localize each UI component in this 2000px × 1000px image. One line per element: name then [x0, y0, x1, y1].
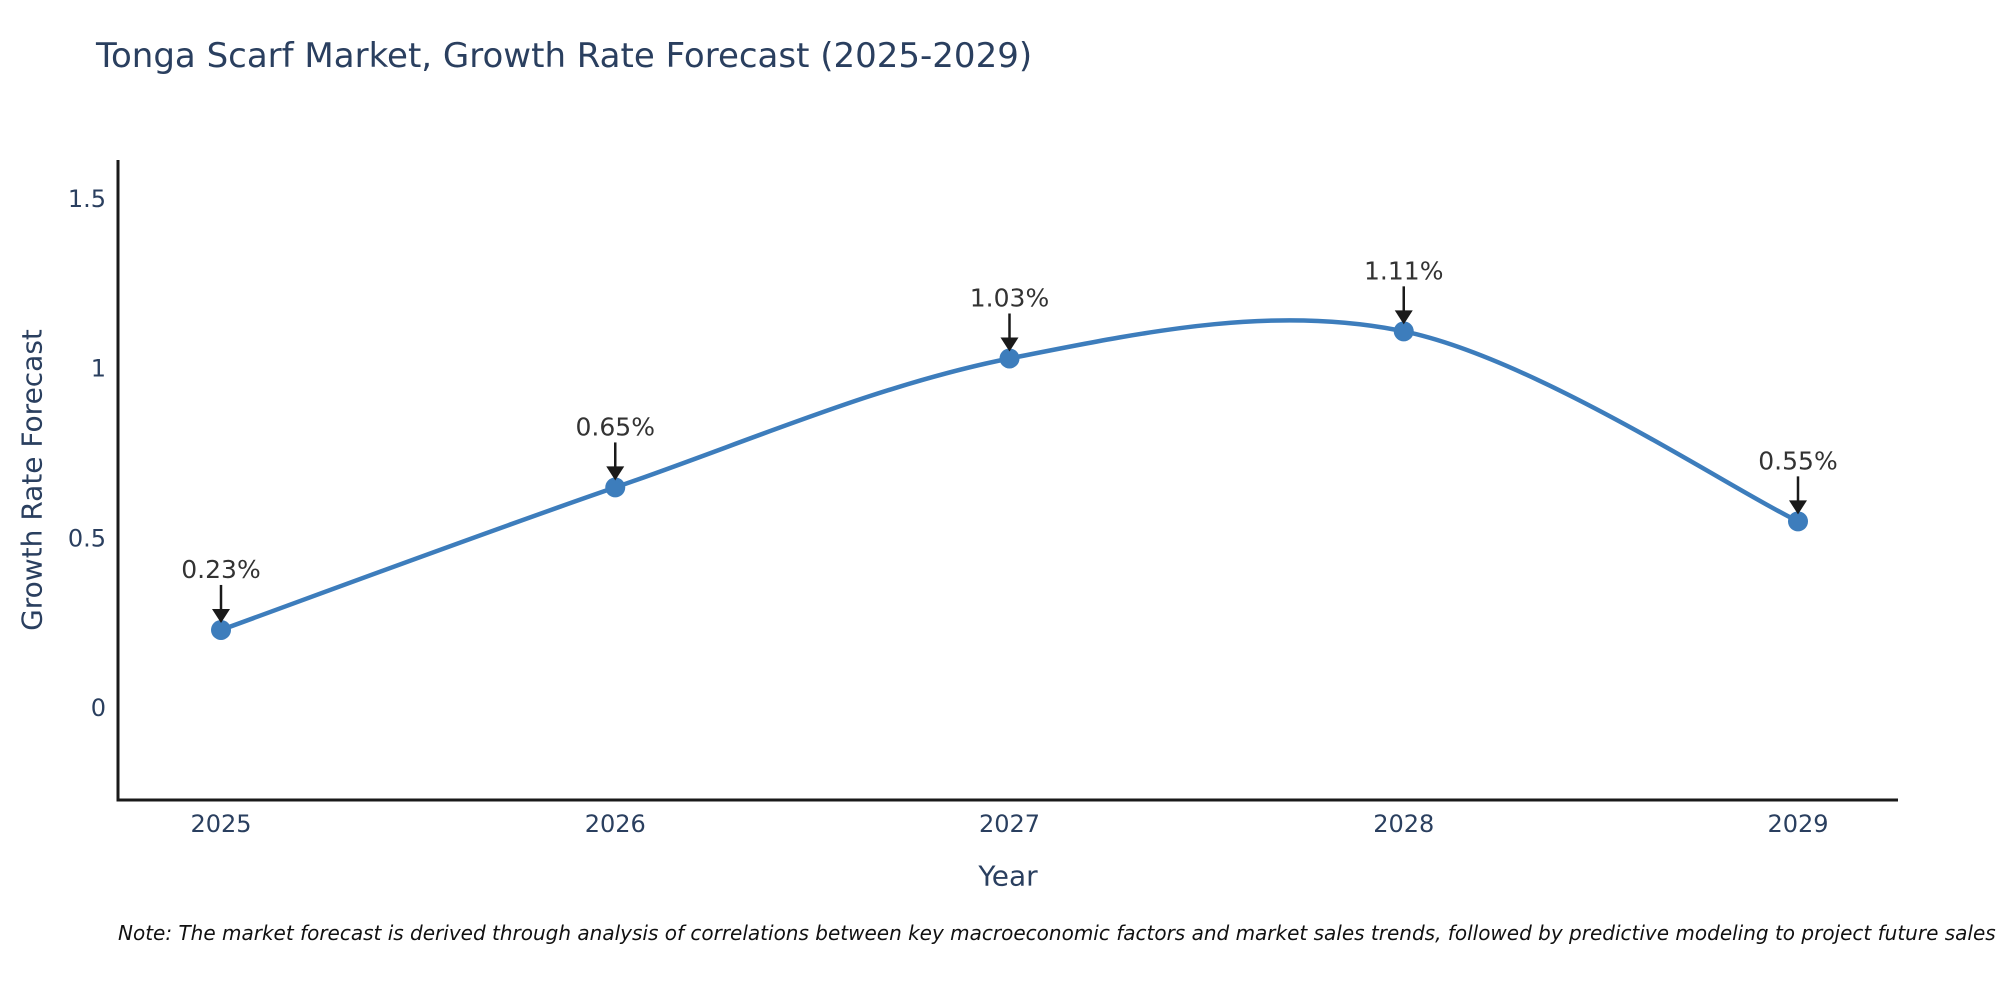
annotation-label: 1.11% [1364, 256, 1443, 285]
data-point-marker[interactable] [605, 477, 626, 498]
x-tick-label: 2027 [979, 810, 1040, 838]
annotation-arrow-head [1000, 337, 1019, 352]
data-point-marker[interactable] [211, 619, 231, 640]
data-point-marker[interactable] [999, 348, 1020, 369]
footnote-text: Note: The market forecast is derived thr… [118, 921, 1996, 945]
data-point-marker[interactable] [1788, 511, 1808, 532]
y-tick-label: 1.5 [68, 185, 106, 213]
y-tick-label: 0 [91, 694, 106, 722]
x-tick-label: 2026 [585, 810, 646, 838]
annotation-label: 0.23% [181, 555, 260, 584]
data-point-marker[interactable] [1393, 321, 1414, 342]
x-axis-title: Year [978, 859, 1038, 893]
annotation-label: 0.55% [1758, 446, 1837, 475]
chart-title: Tonga Scarf Market, Growth Rate Forecast… [96, 36, 1033, 76]
annotation-arrow-head [1789, 500, 1807, 515]
annotation-label: 0.65% [576, 412, 655, 441]
annotation-label: 1.03% [970, 283, 1049, 312]
y-tick-label: 0.5 [68, 524, 106, 552]
x-tick-label: 2028 [1373, 810, 1434, 838]
x-tick-label: 2025 [190, 810, 251, 838]
axis-lines [116, 160, 1898, 802]
x-tick-label: 2029 [1767, 810, 1828, 838]
annotation-arrow-head [212, 608, 230, 623]
y-tick-label: 1 [91, 355, 106, 383]
annotation-arrow-head [606, 466, 625, 481]
annotation-arrow-head [1394, 310, 1413, 325]
